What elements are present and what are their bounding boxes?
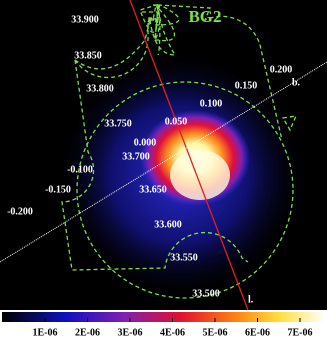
b-tick-label: -0.150 (45, 184, 71, 195)
b-tick-label: 0.200 (270, 64, 293, 75)
region-outline (61, 3, 298, 299)
b-tick-label: 0.050 (165, 116, 188, 127)
l-tick-label: 33.700 (122, 151, 150, 162)
l-tick-label: 33.750 (104, 118, 132, 129)
l-tick-label: 33.650 (139, 184, 167, 195)
l-tick-label: 33.500 (192, 288, 220, 299)
b-axis-label: b. (292, 77, 301, 88)
colorbar-tick-label: 5E-06 (203, 327, 228, 338)
l-tick-label: 33.550 (170, 252, 198, 263)
b-tick-label: 0.150 (235, 80, 258, 91)
l-tick-label: 33.900 (71, 14, 99, 25)
l-axis-label: l. (248, 294, 254, 305)
colorbar-tick-label: 4E-06 (160, 327, 185, 338)
l-tick-label: 33.600 (154, 219, 182, 230)
b-tick-label: 0.000 (134, 137, 157, 148)
l-tick-label: 33.850 (74, 50, 102, 61)
l-axis-line (129, 0, 249, 311)
colorbar-tick-label: 2E-06 (75, 327, 100, 338)
b-tick-label: -0.100 (67, 164, 93, 175)
b-ticks: -0.200 -0.150 -0.100 0.000 0.050 0.100 0.150 0.… (7, 64, 292, 217)
l-tick-label: 33.800 (86, 83, 114, 94)
l-ticks: 33.900 33.850 33.800 33.750 33.700 33.650 33.6… (71, 14, 220, 299)
b-tick-label: 0.100 (200, 98, 223, 109)
title: BG2 (188, 7, 221, 26)
colorbar-tick-label: 6E-06 (245, 327, 270, 338)
colorbar-tick-label: 7E-06 (288, 327, 313, 338)
colorbar (2, 312, 325, 322)
colorbar-ticks: 1E-06 2E-06 3E-06 4E-06 5E-06 6E-06 7E-06 (33, 318, 313, 338)
b-tick-label: -0.200 (7, 206, 33, 217)
emission-peak (170, 150, 230, 200)
colorbar-tick-label: 1E-06 (33, 327, 58, 338)
colorbar-tick-label: 3E-06 (118, 327, 143, 338)
